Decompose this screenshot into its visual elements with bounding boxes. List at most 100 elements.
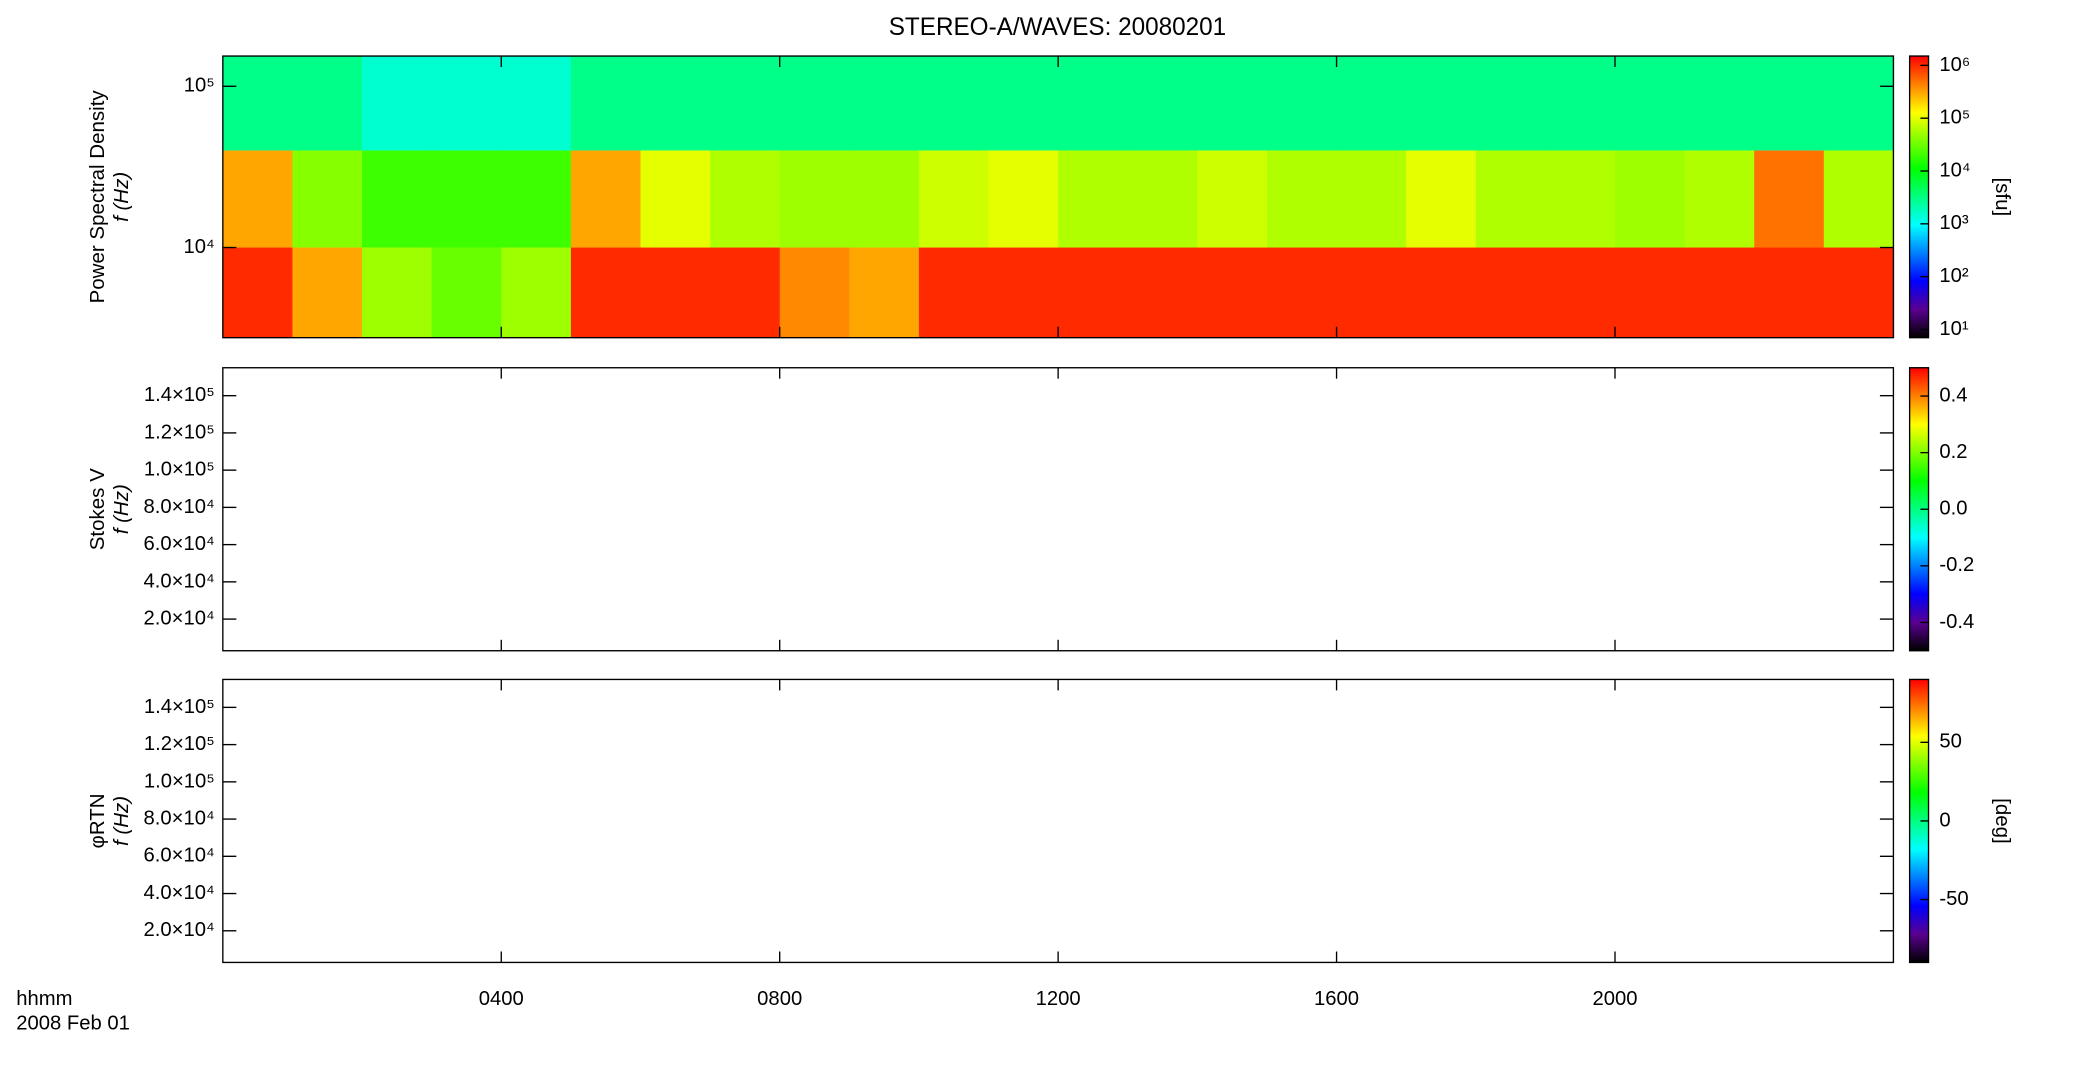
heatmap-cell [222, 150, 294, 248]
heatmap-cell [1336, 247, 1407, 338]
colorbar-tick-label: 0.2 [1939, 441, 1967, 463]
y-axis-label: f (Hz) [111, 172, 133, 222]
heatmap-cell [501, 247, 572, 338]
heatmap-cell [1336, 150, 1407, 248]
heatmap-cell [849, 150, 920, 248]
heatmap-cell [988, 56, 1059, 151]
colorbar-label: [sfu] [1991, 177, 2013, 216]
y-axis-label: f (Hz) [111, 796, 133, 846]
y-tick-label: 6.0×10⁴ [144, 845, 215, 867]
colorbar-tick-label: 0.4 [1939, 384, 1967, 406]
colorbar-tick-label: 10² [1939, 265, 1968, 287]
y-tick-label: 4.0×10⁴ [144, 882, 215, 904]
heatmap-cell [222, 247, 294, 338]
heatmap-cell [1684, 150, 1755, 248]
heatmap-cell [1823, 56, 1895, 151]
heatmap-cell [1684, 247, 1755, 338]
heatmap-cell [431, 150, 502, 248]
heatmap-cell [918, 150, 990, 248]
heatmap-cell [1406, 247, 1477, 338]
heatmap-cell [362, 150, 433, 248]
colorbar-tick-label: 10³ [1939, 212, 1968, 234]
colorbar-tick-label: -50 [1939, 888, 1968, 910]
y-axis-label: φRTN [87, 793, 109, 848]
plot-frame [222, 367, 1895, 652]
heatmap-cell [1614, 150, 1686, 248]
heatmap-cell [292, 247, 363, 338]
y-tick-label: 1.0×10⁵ [144, 770, 215, 792]
x-tick-label: 1200 [1036, 988, 1081, 1010]
heatmap-cell [1754, 247, 1825, 338]
heatmap-cell [1127, 247, 1199, 338]
x-tick-label: 1600 [1314, 988, 1359, 1010]
colorbar-tick-label: 0.0 [1939, 498, 1967, 520]
y-tick-label: 8.0×10⁴ [144, 807, 215, 829]
colorbar-tick-label: 10⁴ [1939, 159, 1970, 181]
heatmap-cell [640, 56, 711, 151]
heatmap-cell [1823, 150, 1895, 248]
heatmap-cell [1475, 247, 1547, 338]
x-axis-label: hhmm [16, 988, 72, 1010]
colorbar [1908, 55, 1930, 339]
y-tick-label: 1.2×10⁵ [144, 733, 215, 755]
heatmap-cell [1475, 56, 1547, 151]
colorbar-tick-label: 10¹ [1939, 318, 1968, 340]
heatmap-cell [1127, 56, 1199, 151]
heatmap-cell [431, 247, 502, 338]
heatmap-cell [1197, 56, 1268, 151]
y-tick-label: 10⁵ [184, 75, 215, 97]
y-tick-label: 6.0×10⁴ [144, 533, 215, 555]
heatmap-cell [1406, 150, 1477, 248]
heatmap-cell [710, 247, 781, 338]
heatmap-cell [292, 56, 363, 151]
y-tick-label: 1.4×10⁵ [144, 696, 215, 718]
heatmap-cell [779, 150, 850, 248]
x-tick-label: 0400 [479, 988, 524, 1010]
heatmap-cell [1266, 56, 1338, 151]
plot-frame [222, 678, 1895, 964]
heatmap-cell [988, 247, 1059, 338]
x-tick-label: 0800 [757, 988, 802, 1010]
y-tick-label: 1.4×10⁵ [144, 384, 215, 406]
y-axis-label: Stokes V [87, 468, 109, 550]
heatmap-cell [640, 247, 711, 338]
date-label: 2008 Feb 01 [16, 1012, 130, 1034]
colorbar-tick-label: -0.2 [1939, 554, 1974, 576]
heatmap-cell [1684, 56, 1755, 151]
heatmap-cell [1614, 247, 1686, 338]
heatmap-cell [1197, 150, 1268, 248]
heatmap-cell [1266, 247, 1338, 338]
heatmap-cell [779, 56, 850, 151]
colorbar-tick-label: 50 [1939, 731, 1962, 753]
heatmap-cell [1545, 247, 1616, 338]
heatmap-cell [1058, 247, 1129, 338]
colorbar-tick-label: -0.4 [1939, 611, 1974, 633]
heatmap-cell [501, 150, 572, 248]
heatmap-cell [1823, 247, 1895, 338]
heatmap-cell [1197, 247, 1268, 338]
heatmap-cell [501, 56, 572, 151]
heatmap-cell [640, 150, 711, 248]
heatmap-cell [222, 56, 294, 151]
y-tick-label: 1.0×10⁵ [144, 458, 215, 480]
colorbar-tick-label: 10⁵ [1939, 107, 1970, 129]
heatmap-cell [988, 150, 1059, 248]
heatmap-cell [918, 247, 990, 338]
y-tick-label: 2.0×10⁴ [144, 919, 215, 941]
y-tick-label: 2.0×10⁴ [144, 607, 215, 629]
heatmap-cell [1754, 56, 1825, 151]
heatmap-cell [1058, 56, 1129, 151]
heatmap-cell [1475, 150, 1547, 248]
heatmap-cell [1545, 150, 1616, 248]
heatmap-cell [918, 56, 990, 151]
colorbar-tick-label: 10⁶ [1939, 54, 1970, 76]
heatmap-cell [1406, 56, 1477, 151]
y-tick-label: 1.2×10⁵ [144, 421, 215, 443]
heatmap-cell [849, 247, 920, 338]
heatmap-cell [779, 247, 850, 338]
y-tick-label: 8.0×10⁴ [144, 496, 215, 518]
heatmap-cell [849, 56, 920, 151]
heatmap-cell [1127, 150, 1199, 248]
